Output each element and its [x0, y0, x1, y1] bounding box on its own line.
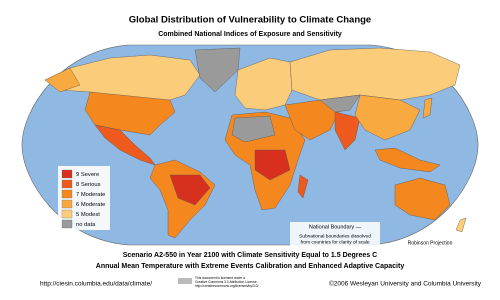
legend-swatch: [61, 209, 73, 219]
india: [334, 111, 361, 151]
note-box: [290, 222, 380, 246]
central-asia: [319, 94, 361, 113]
madagascar: [297, 174, 309, 199]
cc-badge: [178, 278, 192, 284]
legend-swatch: [61, 189, 73, 199]
title: Global Distribution of Vulnerability to …: [129, 15, 371, 26]
license-line: This document is licensed under a: [195, 276, 245, 280]
legend-swatch: [61, 179, 73, 189]
projection-note: Robinson Projection: [408, 240, 453, 246]
legend: 9 Severe 8 Serious 7 Moderate 6 Moderate 5 M…: [58, 166, 110, 230]
brazil: [169, 174, 211, 206]
url[interactable]: http://ciesin.columbia.edu/data/climate/: [40, 281, 152, 288]
license-line: Creative Commons 3.0 Attribution License…: [195, 280, 258, 284]
subtitle: Combined National Indices of Exposure an…: [158, 31, 342, 38]
legend-swatch: [61, 169, 73, 179]
china: [354, 94, 421, 141]
license-line: http://creativecommons.org/licenses/by/3…: [195, 284, 258, 288]
australia: [394, 177, 451, 221]
alaska: [44, 67, 81, 93]
greenland: [194, 47, 241, 93]
usa: [84, 91, 176, 136]
world-map: [21, 44, 479, 246]
legend-label: 6 Moderate: [76, 202, 105, 208]
subnational-note: Subnational boundaries dissolved: [299, 233, 371, 239]
copyright: ©2006 Wesleyan University and Columbia U…: [329, 280, 482, 288]
indonesia: [374, 147, 441, 173]
legend-label: 7 Moderate: [76, 192, 105, 198]
boundary-note: National Boundary —: [309, 224, 362, 230]
legend-label: 5 Modest: [76, 212, 100, 218]
legend-label: 9 Severe: [76, 172, 99, 178]
sahara-nodata: [231, 115, 276, 143]
central-africa: [254, 149, 291, 181]
new-zealand: [455, 217, 467, 233]
subnational-note: from countries for clarity of scale: [300, 239, 369, 245]
legend-label: 8 Serious: [76, 182, 101, 188]
legend-swatch: [61, 199, 73, 209]
legend-label: no data: [76, 222, 96, 228]
legend-swatch: [61, 219, 73, 229]
russia: [289, 47, 461, 101]
japan: [422, 97, 433, 119]
caption: Scenario A2-550 in Year 2100 with Climat…: [123, 252, 377, 259]
caption: Annual Mean Temperature with Extreme Eve…: [96, 263, 405, 270]
license: This document is licensed under aCreativ…: [195, 276, 258, 288]
